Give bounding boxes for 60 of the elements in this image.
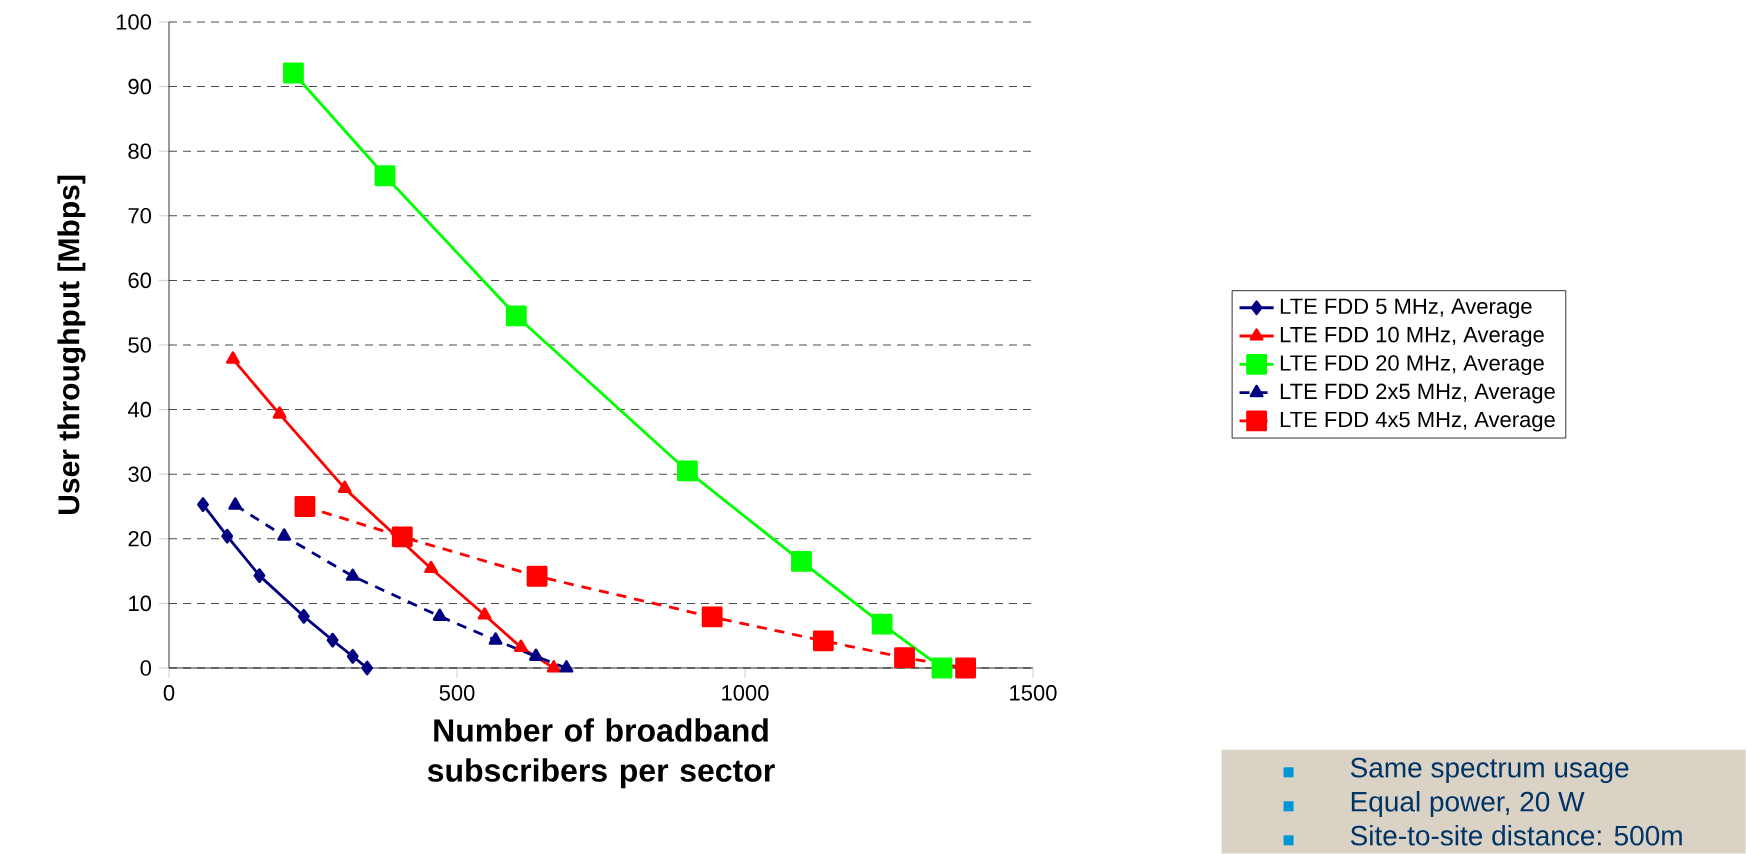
point	[326, 632, 339, 648]
y-axis-title: User throughput [Mbps]	[57, 175, 86, 514]
legend-label: LTE FDD 10 MHz, Average	[1280, 326, 1544, 347]
point	[226, 351, 240, 364]
point	[514, 639, 528, 652]
point	[391, 526, 413, 548]
point	[432, 608, 447, 621]
x-tick-label: 0	[163, 685, 175, 701]
point	[677, 460, 698, 482]
x-axis-title: Number of broadband subscribers per sector	[427, 718, 775, 789]
point	[228, 497, 243, 510]
x-tick-label: 1500	[1010, 685, 1057, 701]
y-tick-label: 80	[128, 143, 152, 159]
point	[374, 165, 396, 187]
point	[477, 607, 492, 620]
y-tick-label: 70	[128, 208, 152, 224]
point	[526, 565, 548, 587]
text: Equal power, 20 W	[1351, 791, 1585, 818]
point	[294, 496, 316, 517]
point	[871, 613, 893, 635]
legend-label: LTE FDD 2x5 MHz, Average	[1280, 383, 1555, 404]
point	[894, 647, 915, 669]
point	[277, 528, 292, 541]
legend-label: LTE FDD 20 MHz, Average	[1280, 355, 1544, 376]
text: Site-to-site distance: 500m	[1350, 825, 1682, 846]
point	[701, 606, 723, 628]
point	[791, 551, 812, 572]
point	[346, 648, 359, 664]
point	[528, 648, 543, 661]
y-tick-label: 90	[128, 78, 152, 95]
y-tick-label: 20	[128, 531, 152, 547]
point	[505, 305, 527, 327]
point	[345, 568, 360, 581]
legend-label: LTE FDD 4x5 MHz, Average	[1280, 411, 1555, 432]
point	[424, 560, 439, 574]
point	[221, 528, 234, 544]
y-tick-label: 30	[128, 466, 152, 482]
point	[546, 660, 561, 673]
y-tick-label: 60	[128, 272, 152, 289]
y-tick-label: 10	[129, 595, 152, 612]
point	[559, 660, 574, 673]
y-tick-label: 40	[127, 401, 152, 418]
y-tick-label: 50	[128, 337, 152, 353]
point	[272, 406, 287, 419]
y-tick-label: 0	[140, 660, 152, 676]
point	[197, 497, 209, 512]
point	[361, 660, 374, 676]
point	[253, 568, 266, 584]
point	[812, 630, 834, 652]
y-tick-label: 100	[116, 14, 152, 30]
legend-label: LTE FDD 5 MHz, Average	[1280, 298, 1532, 319]
x-tick-label: 1000	[722, 685, 769, 701]
point	[955, 657, 977, 679]
point	[931, 657, 953, 679]
x-tick-label: 500	[439, 685, 475, 701]
point	[488, 632, 503, 645]
text: Same spectrum usage	[1350, 757, 1629, 784]
point	[337, 480, 352, 493]
point	[283, 62, 304, 84]
point	[297, 608, 310, 624]
